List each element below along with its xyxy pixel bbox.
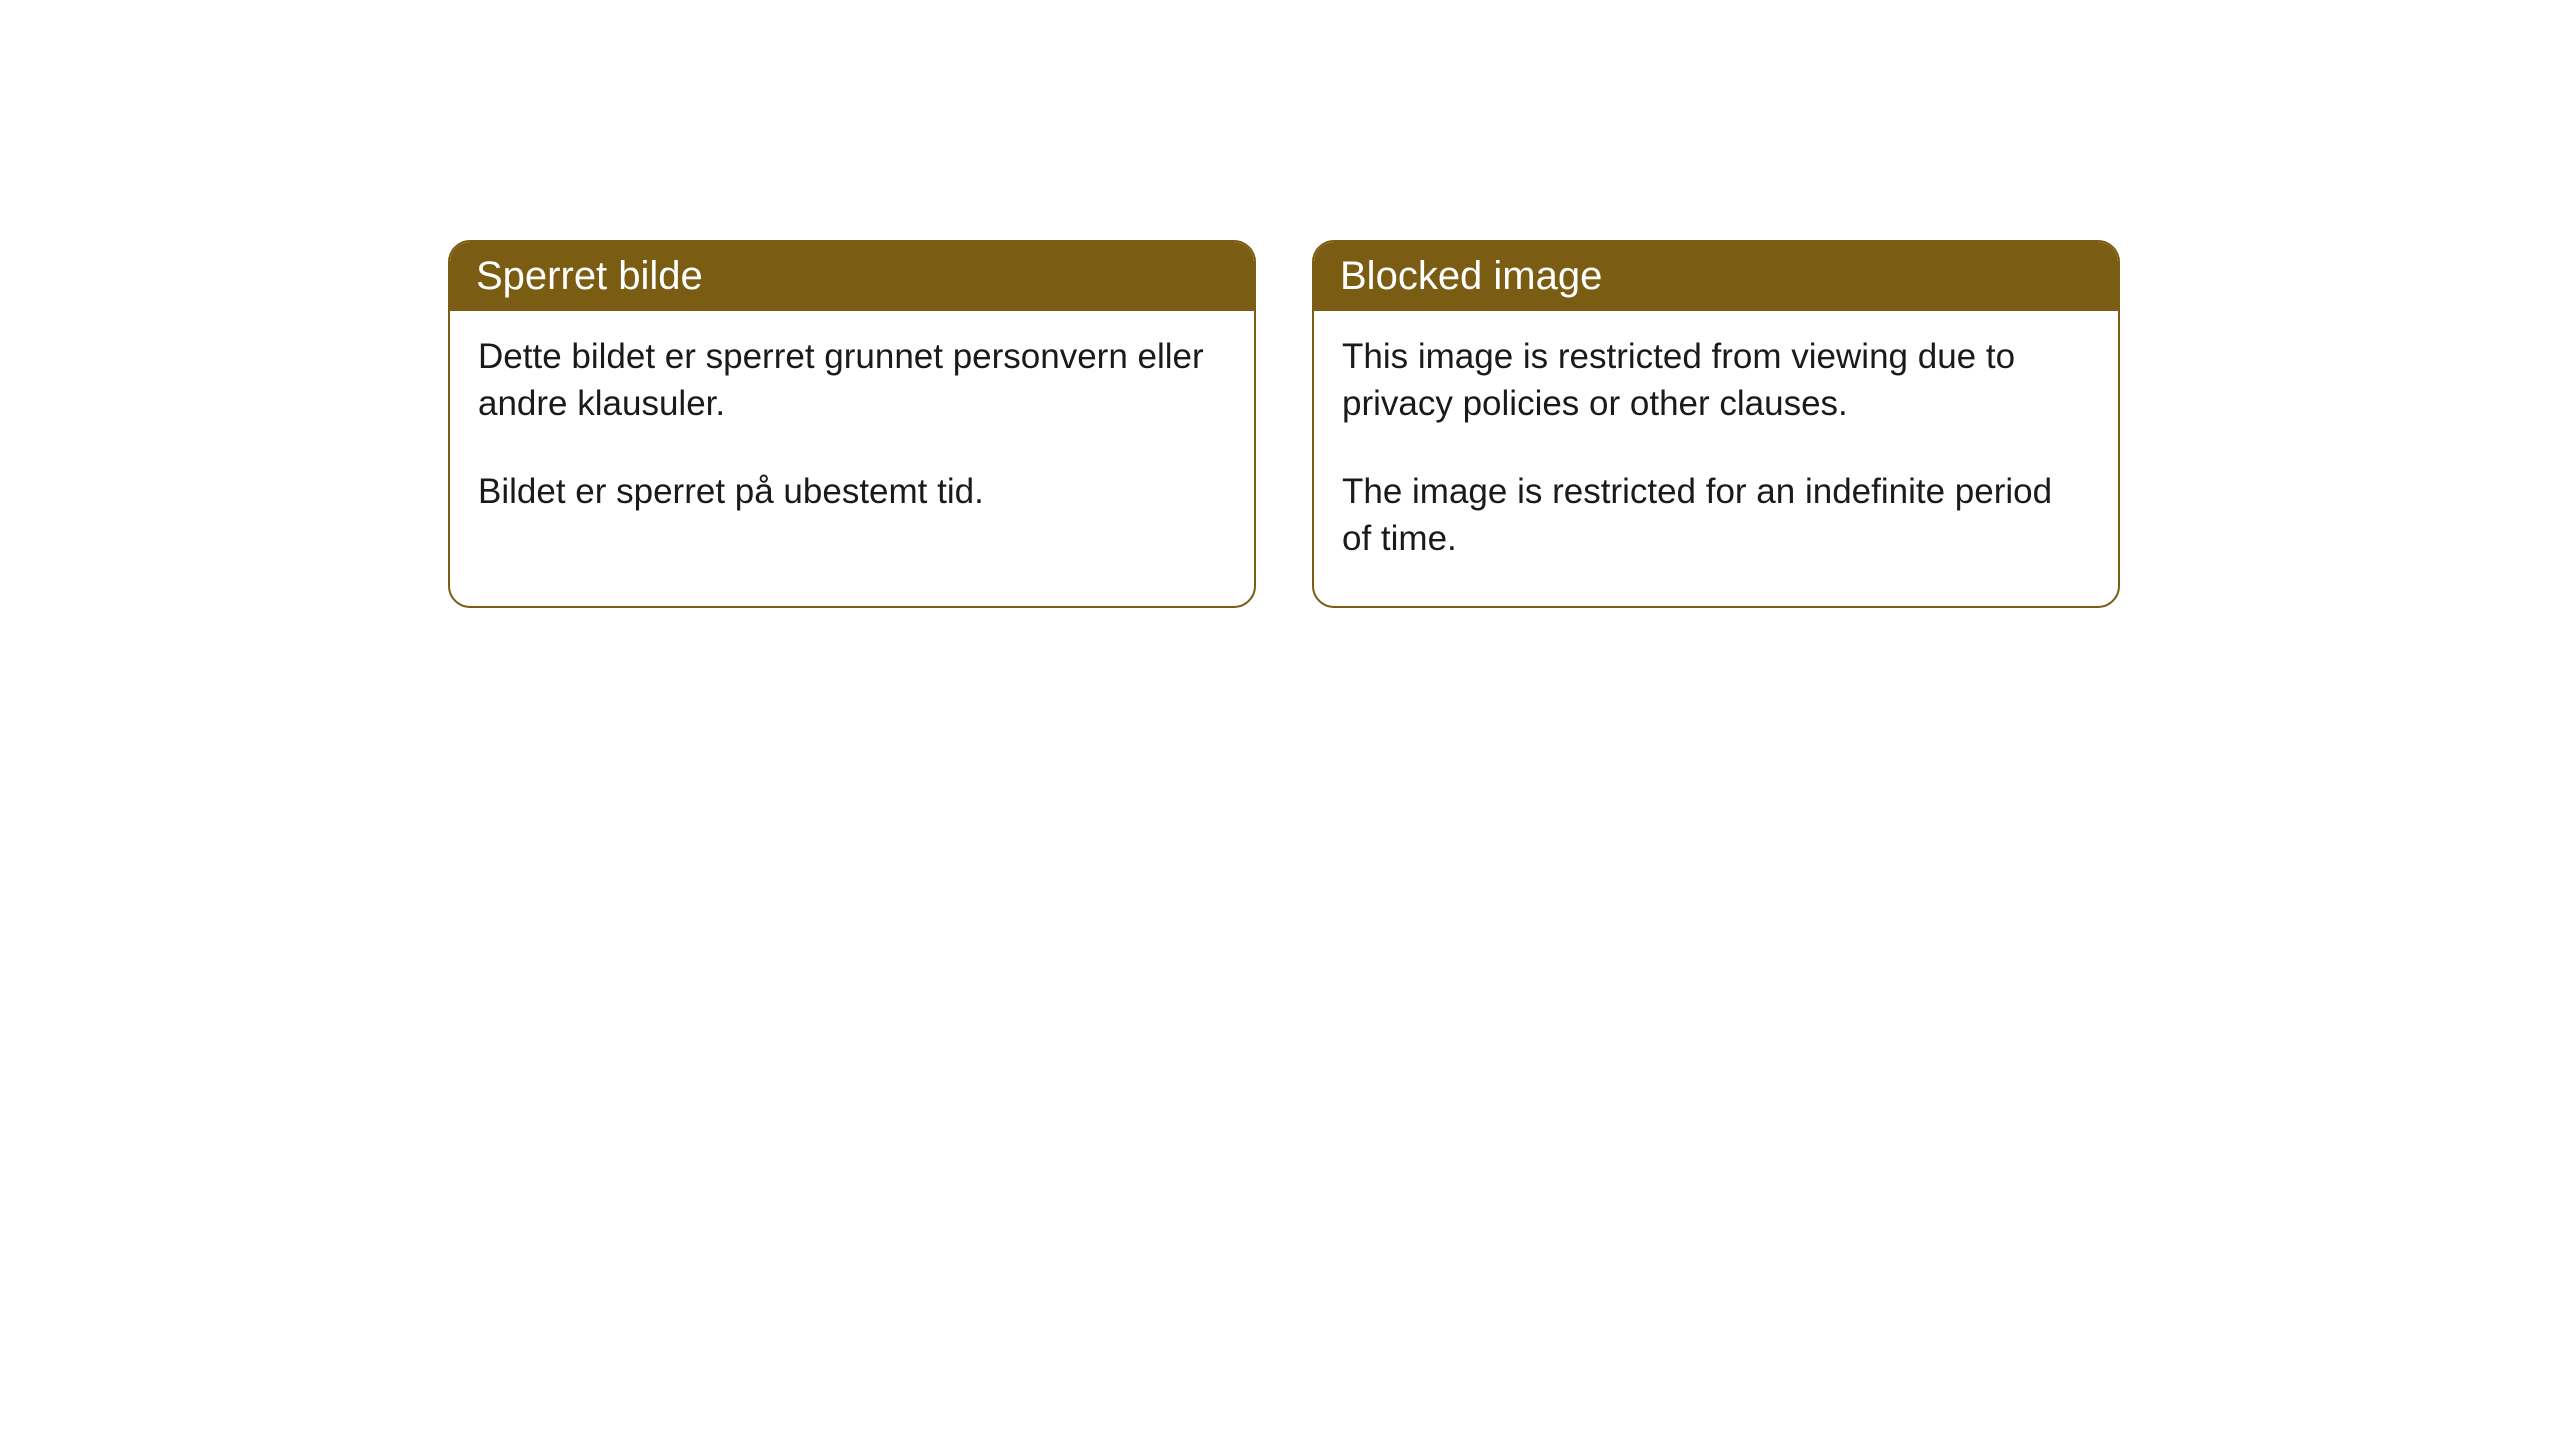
card-body-norwegian: Dette bildet er sperret grunnet personve… <box>450 311 1254 559</box>
card-text-norwegian-1: Dette bildet er sperret grunnet personve… <box>478 333 1226 428</box>
notice-card-norwegian: Sperret bilde Dette bildet er sperret gr… <box>448 240 1256 608</box>
card-title-english: Blocked image <box>1314 242 2118 311</box>
card-text-english-1: This image is restricted from viewing du… <box>1342 333 2090 428</box>
card-text-norwegian-2: Bildet er sperret på ubestemt tid. <box>478 468 1226 515</box>
card-body-english: This image is restricted from viewing du… <box>1314 311 2118 606</box>
card-title-norwegian: Sperret bilde <box>450 242 1254 311</box>
card-text-english-2: The image is restricted for an indefinit… <box>1342 468 2090 563</box>
notice-container: Sperret bilde Dette bildet er sperret gr… <box>0 0 2560 608</box>
notice-card-english: Blocked image This image is restricted f… <box>1312 240 2120 608</box>
